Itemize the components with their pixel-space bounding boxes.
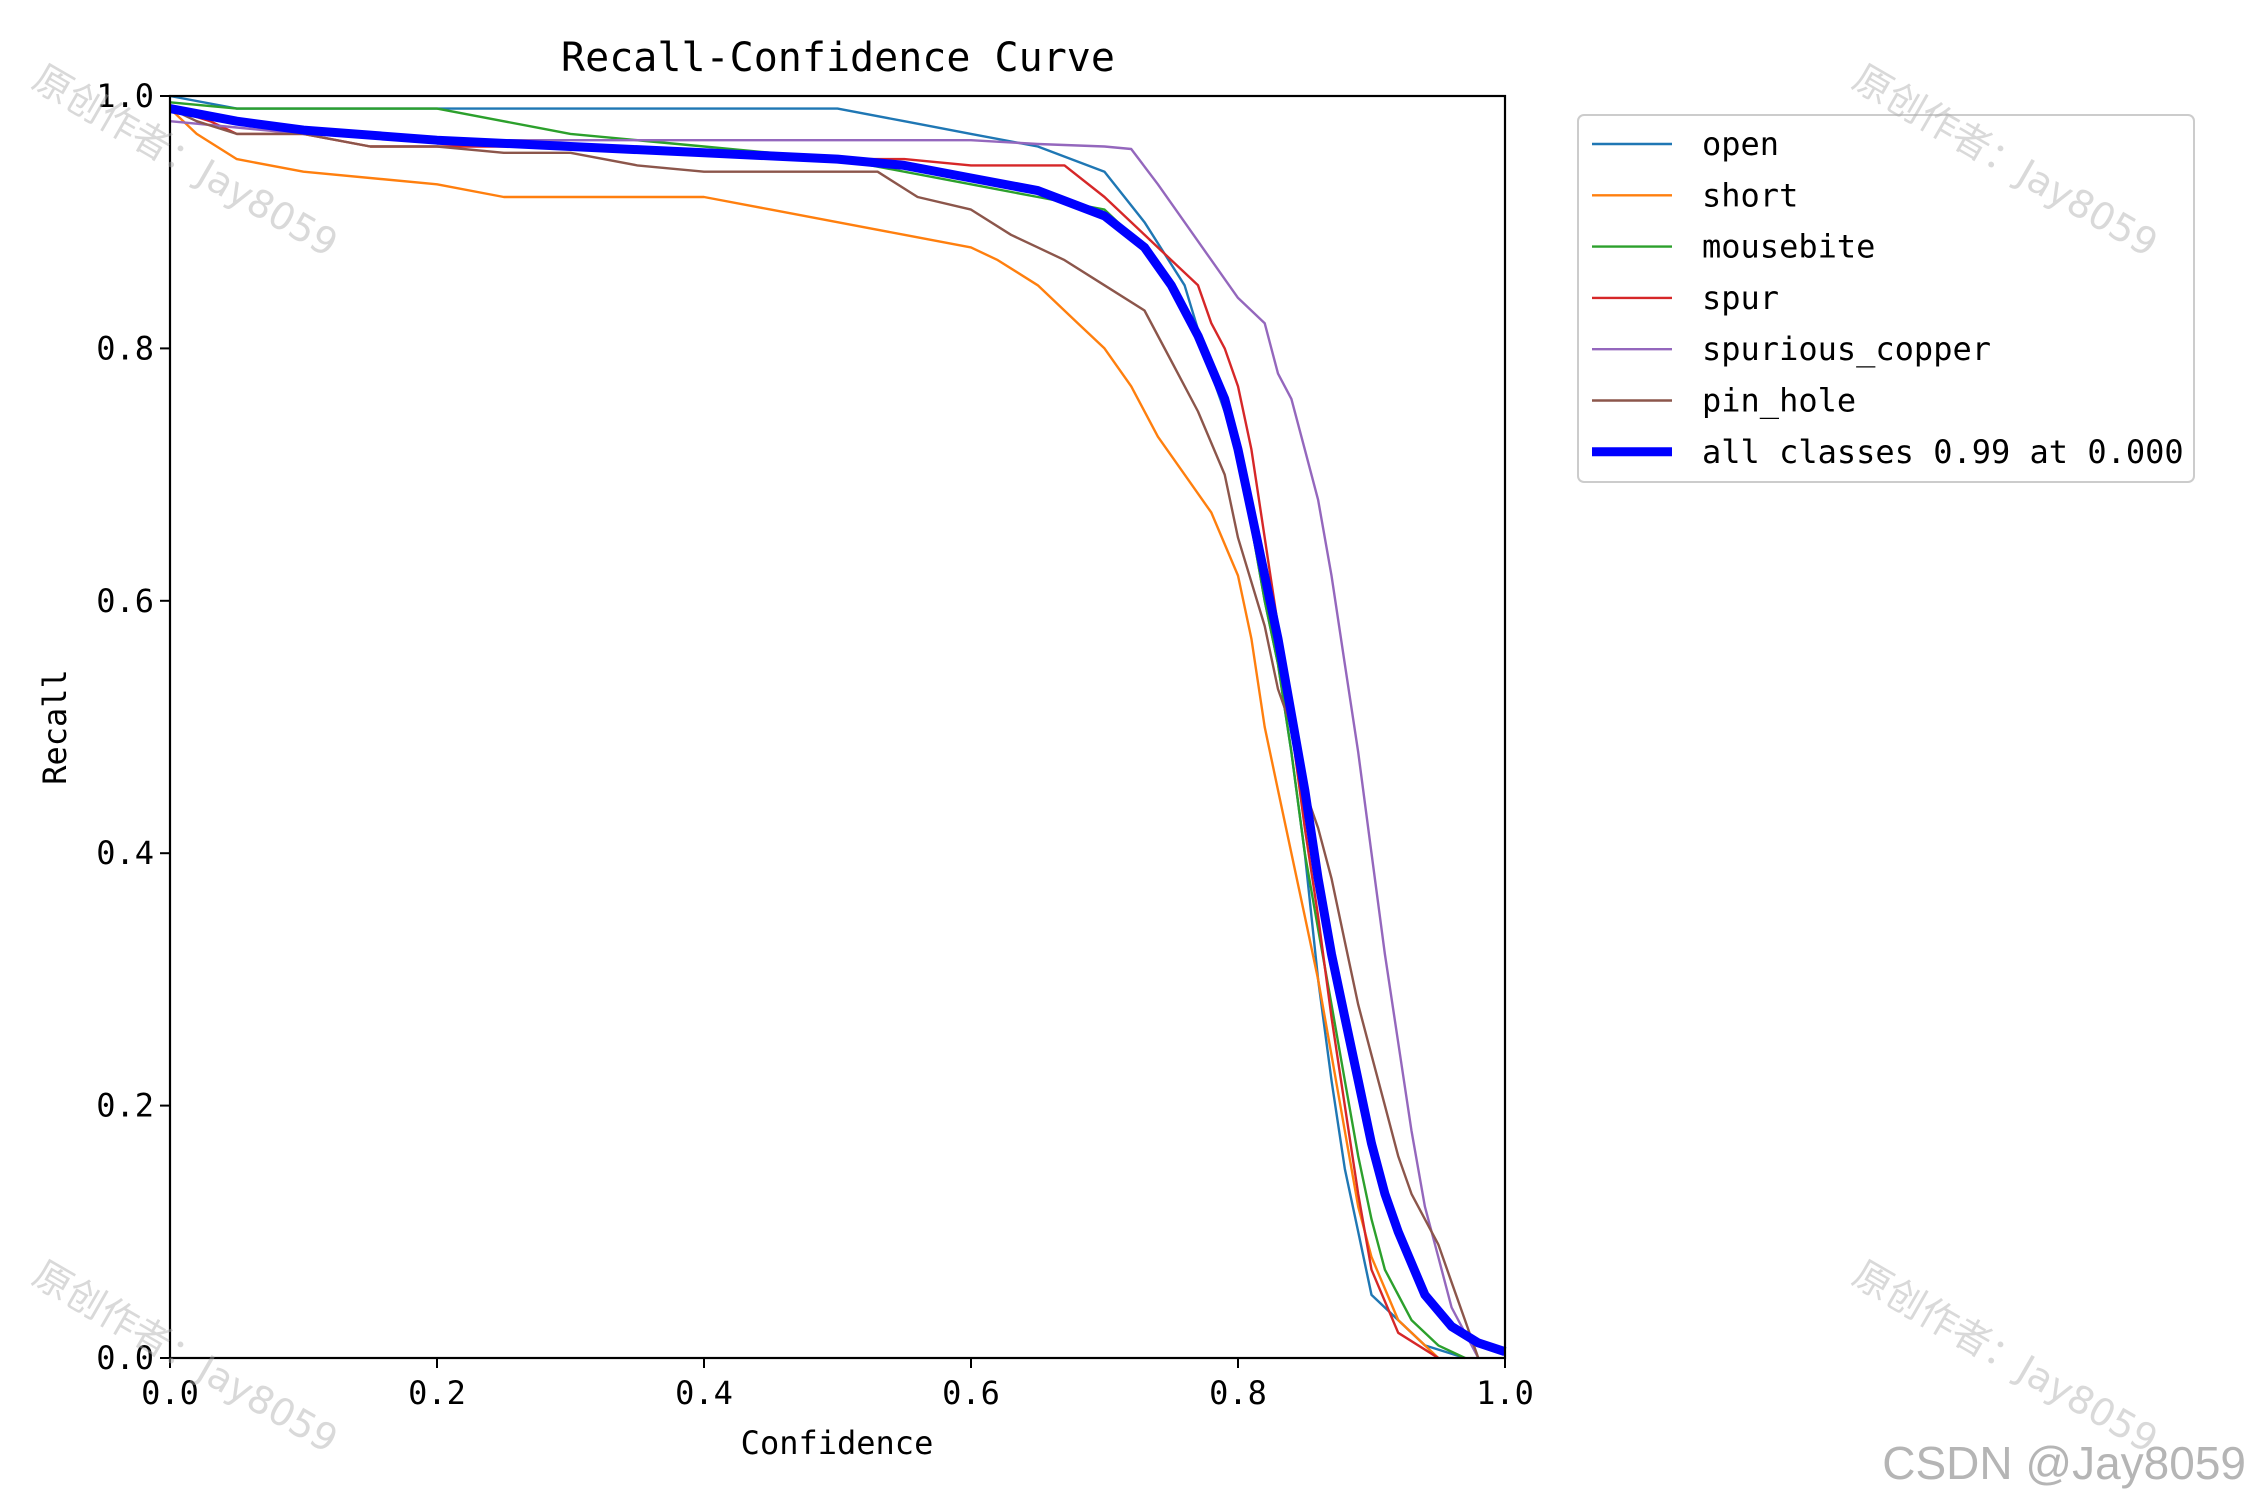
legend-label-all: all classes 0.99 at 0.000 [1702, 433, 2184, 471]
series-line-spurious-copper [169, 120, 1480, 1359]
legend: open short mousebite spur spurious_copperpin… [1577, 114, 2195, 483]
legend-frame [1577, 114, 2195, 483]
series-line-spur [169, 107, 1439, 1360]
x-tick-label: 0.2 [408, 1374, 466, 1412]
legend-label-pin-hole: pin_hole [1702, 382, 1856, 420]
y-axis-label: Recall [36, 669, 74, 785]
chart-title: Recall-Confidence Curve [561, 35, 1115, 81]
plot-frame [168, 94, 1507, 1360]
y-tick-label: 0.2 [96, 1087, 154, 1125]
series-line-open [169, 94, 1466, 1360]
y-tick-label: 0.4 [96, 834, 154, 872]
x-tick-label: 0.8 [1209, 1374, 1267, 1412]
axes: 0.0 0.2 0.4 0.6 0.8 1.0 0.0 0.2 0.4 0.6 0.8 1.0 [96, 77, 1534, 1412]
y-tick-label: 0.8 [96, 329, 154, 367]
x-tick-label: 1.0 [1476, 1374, 1534, 1412]
legend-label-open: open [1702, 125, 1779, 163]
legend-label-mousebite: mousebite [1702, 228, 1875, 266]
legend-label-spurious-copper: spurious_copper [1702, 330, 1991, 368]
series-line-pin-hole [169, 107, 1480, 1359]
legend-label-spur: spur [1702, 279, 1779, 317]
y-tick-label: 0.0 [96, 1339, 154, 1377]
y-tick-label: 1.0 [96, 77, 154, 115]
csdn-credit: CSDN @Jay8059 [1882, 1437, 2246, 1489]
x-tick-label: 0.6 [942, 1374, 1000, 1412]
legend-label-short: short [1702, 176, 1798, 214]
series-lines [169, 94, 1507, 1360]
series-line-short [169, 107, 1440, 1359]
x-axis-label: Confidence [741, 1424, 934, 1462]
series-line-mousebite [169, 101, 1466, 1360]
x-tick-label: 0.4 [675, 1374, 733, 1412]
series-line-all [169, 104, 1507, 1356]
y-tick-label: 0.6 [96, 582, 154, 620]
x-tick-label: 0.0 [141, 1374, 199, 1412]
